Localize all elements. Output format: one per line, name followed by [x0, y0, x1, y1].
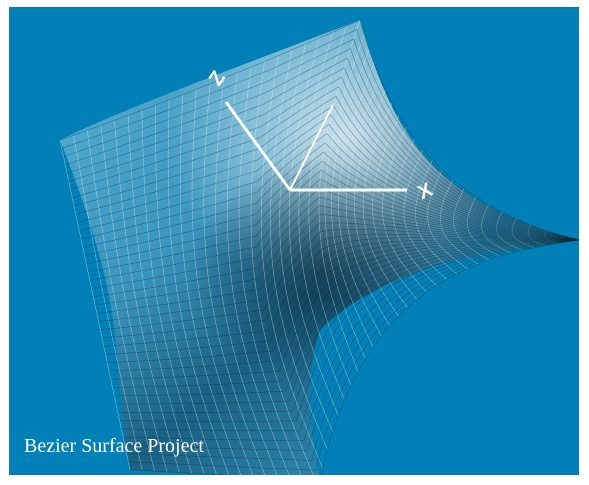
- mesh-line: [66, 57, 579, 241]
- bezier-surface-mesh: [59, 19, 579, 475]
- mesh-line: [73, 95, 579, 241]
- mesh-line: [73, 135, 143, 471]
- mesh-line: [112, 239, 579, 388]
- mesh-line: [91, 187, 579, 289]
- mesh-line: [72, 86, 579, 241]
- mesh-line: [382, 126, 427, 293]
- mesh-line: [238, 67, 302, 475]
- y-axis-line: [289, 104, 334, 191]
- mesh-line: [288, 38, 339, 416]
- mesh-line: [82, 142, 579, 248]
- mesh-line: [392, 138, 437, 286]
- mesh-line: [105, 239, 579, 355]
- scene-canvas[interactable]: Z X: [9, 7, 579, 475]
- render-viewport[interactable]: Z X Bezier Surface Project: [9, 7, 579, 475]
- mesh-line: [124, 239, 579, 451]
- mesh-line: [415, 159, 458, 275]
- mesh-line: [84, 151, 579, 256]
- mesh-line: [86, 160, 579, 265]
- mesh-line: [121, 239, 579, 432]
- surface-grid-lines: [59, 19, 579, 475]
- mesh-line: [141, 110, 205, 474]
- caption-text: Bezier Surface Project: [24, 435, 204, 457]
- mesh-line: [226, 72, 290, 475]
- mesh-line: [108, 239, 579, 372]
- mesh-line: [496, 211, 523, 251]
- mesh-line: [63, 38, 579, 241]
- mesh-line: [126, 239, 579, 461]
- mesh-line: [116, 239, 579, 405]
- mesh-line: [250, 61, 314, 475]
- mesh-line: [331, 49, 374, 348]
- mesh-line: [65, 48, 579, 241]
- mesh-line: [453, 188, 490, 261]
- mesh-line: [103, 237, 579, 347]
- mesh-line: [308, 26, 352, 386]
- mesh-line: [129, 239, 579, 475]
- mesh-line: [110, 239, 579, 380]
- mesh-line: [128, 239, 579, 471]
- mesh-line: [77, 114, 579, 241]
- mesh-line: [466, 196, 501, 257]
- mesh-line: [107, 239, 579, 364]
- mesh-line: [70, 76, 579, 241]
- mesh-line: [80, 133, 579, 241]
- mesh-line: [260, 55, 323, 469]
- mesh-line: [427, 169, 468, 270]
- mesh-line: [362, 102, 408, 308]
- mesh-line: [98, 222, 579, 322]
- z-axis-line: [224, 101, 292, 191]
- mesh-line: [68, 67, 579, 241]
- mesh-line: [318, 19, 361, 372]
- mesh-line: [324, 34, 366, 359]
- mesh-line: [481, 204, 512, 254]
- mesh-line: [114, 120, 180, 473]
- mesh-line: [270, 49, 328, 450]
- mesh-line: [338, 63, 382, 337]
- mesh-line: [122, 239, 579, 442]
- mesh-line: [117, 239, 579, 413]
- mesh-line: [298, 32, 345, 400]
- mesh-line: [279, 43, 333, 433]
- mesh-line: [59, 19, 579, 241]
- mesh-line: [94, 205, 579, 306]
- mesh-line: [89, 178, 579, 281]
- mesh-line: [354, 89, 399, 317]
- mesh-line: [93, 196, 579, 298]
- mesh-line: [61, 29, 579, 241]
- mesh-line: [511, 218, 535, 249]
- mesh-line: [59, 139, 131, 471]
- mesh-line: [372, 115, 418, 300]
- mesh-line: [100, 229, 579, 331]
- mesh-line: [96, 214, 579, 314]
- mesh-line: [79, 123, 579, 241]
- mesh-line: [561, 235, 569, 242]
- mesh-line: [439, 179, 479, 265]
- surface-saddle-shadow: [60, 20, 579, 475]
- mesh-line: [87, 130, 155, 472]
- mesh-line: [100, 125, 168, 472]
- mesh-line: [119, 239, 579, 422]
- mesh-line: [114, 239, 579, 397]
- mesh-line: [127, 115, 192, 474]
- mesh-line: [203, 83, 266, 475]
- mesh-line: [544, 230, 557, 244]
- mesh-line: [101, 233, 579, 339]
- mesh-line: [215, 78, 278, 475]
- mesh-line: [167, 99, 229, 475]
- mesh-line: [527, 224, 546, 246]
- mesh-line: [155, 105, 217, 475]
- mesh-line: [345, 76, 391, 326]
- mesh-line: [180, 94, 242, 475]
- mesh-line: [87, 169, 579, 273]
- mesh-line: [403, 149, 447, 280]
- mesh-line: [191, 89, 254, 475]
